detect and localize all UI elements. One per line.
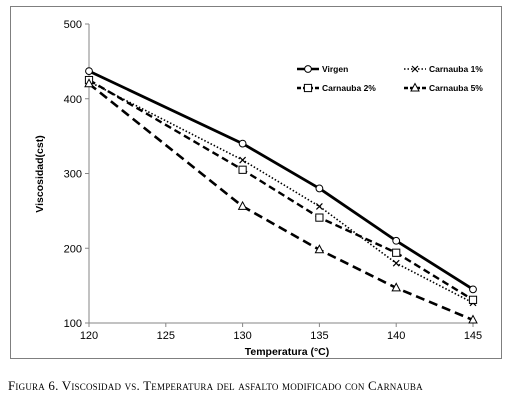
x-tick-label: 145: [464, 330, 482, 342]
legend-entry: Carnauba 2%: [297, 83, 376, 93]
legend-label: Virgen: [322, 64, 348, 74]
legend-entry: Virgen: [297, 64, 348, 74]
legend-entry: Carnauba 1%: [404, 64, 483, 74]
data-point: [392, 236, 401, 245]
series-line: [88, 69, 474, 291]
x-tick-label: 125: [157, 330, 175, 342]
x-tick-label: 120: [80, 330, 98, 342]
marker-stroke: [411, 65, 419, 73]
x-tick-label: 135: [310, 330, 328, 342]
figure-caption: Figura 6. Viscosidad vs. Temperatura del…: [8, 378, 508, 394]
y-axis-title: Viscosidad(cst): [34, 135, 46, 212]
data-point: [468, 314, 478, 324]
x-tick-label: 140: [387, 330, 405, 342]
caption-label: Figura 6.: [8, 378, 59, 393]
data-point: [469, 285, 477, 294]
legend-label: Carnauba 5%: [429, 83, 483, 93]
series-line: [88, 82, 474, 322]
data-point: [238, 139, 247, 148]
data-point: [84, 78, 94, 88]
y-tick-label: 400: [64, 94, 82, 106]
data-point: [238, 165, 247, 174]
caption-text: Viscosidad vs. Temperatura del asfalto m…: [61, 378, 423, 393]
data-point: [392, 248, 401, 257]
data-point: [468, 295, 478, 304]
y-tick-label: 300: [64, 169, 82, 181]
data-point: [237, 200, 248, 210]
viscosity-chart: 100 200 300 400 500 120 125 130 135 140 145 Virgen…: [34, 19, 483, 358]
figure-frame: [10, 6, 502, 359]
marker-stroke: [392, 259, 400, 267]
x-tick-label: 130: [233, 330, 251, 342]
data-point: [239, 156, 247, 164]
y-tick-label: 500: [64, 19, 82, 31]
data-point: [392, 259, 400, 267]
marker-stroke: [315, 202, 323, 210]
series-layer: [84, 67, 478, 324]
marker-stroke: [239, 156, 247, 164]
data-point: [314, 244, 325, 254]
data-point: [315, 184, 324, 193]
series-carnauba-5-: [84, 78, 478, 324]
y-tick-label: 200: [64, 243, 82, 255]
y-tick-label: 100: [64, 318, 82, 330]
legend-marker: [303, 83, 313, 93]
legend-marker: [304, 65, 312, 73]
series-line: [88, 79, 474, 301]
legend-label: Carnauba 1%: [429, 64, 483, 74]
series-carnauba-2-: [84, 75, 478, 304]
series-virgen: [85, 67, 477, 294]
ticks: 100 200 300 400 500 120 125 130 135 140 145: [64, 19, 483, 342]
data-point: [85, 67, 93, 75]
x-axis-title: Temperatura (°C): [245, 346, 330, 358]
legend-entry: Carnauba 5%: [404, 82, 483, 93]
data-point: [315, 202, 323, 210]
series-carnauba-1-: [85, 78, 477, 307]
legend-marker: [411, 65, 419, 73]
data-point: [391, 282, 402, 292]
legend-marker: [410, 82, 420, 92]
legend-label: Carnauba 2%: [322, 83, 376, 93]
legend: Virgen Carnauba 1% Carnauba 2% Carnauba 5%: [297, 64, 483, 93]
data-point: [315, 213, 324, 222]
